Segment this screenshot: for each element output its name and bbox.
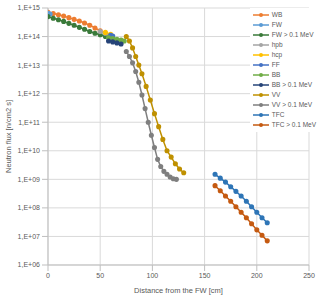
svg-text:50: 50 [96, 272, 104, 279]
html-text:TFC: TFC [271, 111, 285, 118]
svg-text:1,E+14: 1,E+14 [18, 33, 40, 40]
html-text:FW > 0.1 MeV: FW > 0.1 MeV [271, 31, 314, 38]
html-text:VV: VV [271, 91, 281, 98]
svg-text:200: 200 [251, 272, 263, 279]
svg-text:150: 150 [199, 272, 211, 279]
html-text:TFC > 0.1 MeV: TFC > 0.1 MeV [271, 121, 316, 128]
html-text:VV > 0.1 MeV: VV > 0.1 MeV [271, 101, 312, 108]
svg-text:100: 100 [147, 272, 159, 279]
svg-text:1,E+13: 1,E+13 [18, 62, 40, 69]
svg-text:1,E+12: 1,E+12 [18, 90, 40, 97]
html-text:WB: WB [271, 11, 283, 18]
svg-text:1,E+09: 1,E+09 [18, 176, 40, 183]
html-text:hpb: hpb [271, 41, 283, 48]
svg-text:0: 0 [46, 272, 50, 279]
svg-text:1,E+07: 1,E+07 [18, 233, 40, 240]
svg-text:250: 250 [303, 272, 315, 279]
html-text:BB: BB [271, 71, 281, 78]
html-text:hcp: hcp [271, 51, 283, 58]
svg-text:1,E+08: 1,E+08 [18, 204, 40, 211]
svg-text:1,E+15: 1,E+15 [18, 4, 40, 11]
html-text:BB > 0.1 MeV: BB > 0.1 MeV [271, 81, 312, 88]
svg-text:1,E+11: 1,E+11 [18, 119, 40, 126]
svg-text:1,E+10: 1,E+10 [18, 147, 40, 154]
svg-text:Distance from the FW [cm]: Distance from the FW [cm] [134, 286, 223, 295]
svg-text:Neutron flux [n/cm2 s]: Neutron flux [n/cm2 s] [8, 100, 13, 173]
svg-text:1,E+06: 1,E+06 [18, 261, 40, 268]
html-text:FW: FW [271, 21, 282, 28]
html-text:FF: FF [271, 61, 280, 68]
